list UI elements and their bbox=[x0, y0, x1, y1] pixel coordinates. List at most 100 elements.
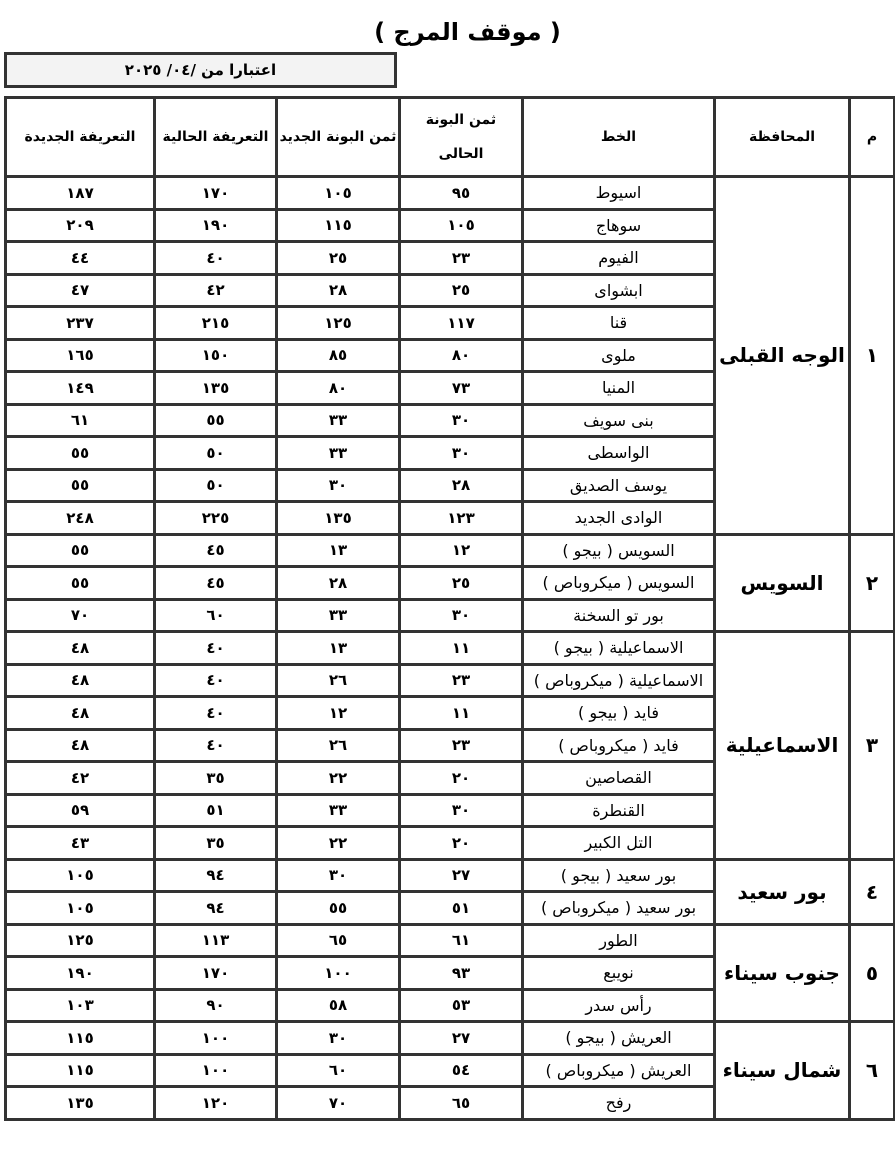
fare-current: ١٥٠ bbox=[153, 337, 278, 373]
table-row: ٤ بور سعيد بور سعيد ( بيجو ) ٢٧ ٣٠ ٩٤ ١٠٥ bbox=[4, 857, 895, 926]
ticket-current: ٣٠ bbox=[398, 792, 524, 828]
header-governorate: المحافظة bbox=[713, 96, 851, 178]
ticket-current: ٧٣ bbox=[398, 370, 524, 406]
row-number: ٥ bbox=[848, 922, 895, 1023]
ticket-new: ٢٥ bbox=[275, 240, 401, 276]
line-name: بور سعيد ( ميكروباص ) bbox=[521, 890, 716, 926]
table-row: قنا ١١٧ ١٢٥ ٢١٥ ٢٣٧ bbox=[4, 305, 895, 341]
fare-new: ٥٥ bbox=[4, 467, 156, 503]
ticket-new: ٧٠ bbox=[275, 1085, 401, 1121]
table-row: ملوى ٨٠ ٨٥ ١٥٠ ١٦٥ bbox=[4, 337, 895, 373]
fare-new: ١٤٩ bbox=[4, 370, 156, 406]
ticket-current: ٩٥ bbox=[398, 175, 524, 211]
fare-new: ١٣٥ bbox=[4, 1085, 156, 1121]
line-name: المنيا bbox=[521, 370, 716, 406]
fare-table: م المحافظة الخط ثمن البونة الحالى ثمن ال… bbox=[4, 96, 895, 1121]
governorate-name: الوجه القبلى bbox=[713, 175, 851, 536]
fare-current: ٥٠ bbox=[153, 467, 278, 503]
table-row: القصاصين ٢٠ ٢٢ ٣٥ ٤٢ bbox=[4, 760, 895, 796]
fare-current: ٣٥ bbox=[153, 760, 278, 796]
fare-new: ٤٨ bbox=[4, 695, 156, 731]
line-name: ملوى bbox=[521, 337, 716, 373]
table-row: بور تو السخنة ٣٠ ٣٣ ٦٠ ٧٠ bbox=[4, 597, 895, 633]
ticket-new: ٢٨ bbox=[275, 272, 401, 308]
line-name: الفيوم bbox=[521, 240, 716, 276]
ticket-new: ٨٥ bbox=[275, 337, 401, 373]
ticket-current: ٦١ bbox=[398, 922, 524, 958]
ticket-new: ٥٥ bbox=[275, 890, 401, 926]
table-row: رأس سدر ٥٣ ٥٨ ٩٠ ١٠٣ bbox=[4, 987, 895, 1023]
page-title: ( موقف المرج ) bbox=[374, 18, 561, 46]
fare-current: ٤٠ bbox=[153, 662, 278, 698]
ticket-new: ١٣ bbox=[275, 532, 401, 568]
fare-current: ١٧٠ bbox=[153, 955, 278, 991]
fare-current: ٥٠ bbox=[153, 435, 278, 471]
ticket-new: ٢٦ bbox=[275, 662, 401, 698]
ticket-new: ١٠٥ bbox=[275, 175, 401, 211]
fare-new: ٤٨ bbox=[4, 662, 156, 698]
fare-current: ١٠٠ bbox=[153, 1052, 278, 1088]
fare-new: ٤٣ bbox=[4, 825, 156, 861]
fare-current: ٢٢٥ bbox=[153, 500, 278, 536]
fare-new: ٢٤٨ bbox=[4, 500, 156, 536]
line-name: فايد ( بيجو ) bbox=[521, 695, 716, 731]
fare-current: ٩٠ bbox=[153, 987, 278, 1023]
ticket-current: ٢٥ bbox=[398, 272, 524, 308]
fare-new: ٤٨ bbox=[4, 727, 156, 763]
fare-new: ١٠٥ bbox=[4, 890, 156, 926]
header-ticket-new: ثمن البونة الجديد bbox=[275, 96, 401, 178]
fare-current: ٥٥ bbox=[153, 402, 278, 438]
ticket-current: ١١ bbox=[398, 630, 524, 666]
line-name: يوسف الصديق bbox=[521, 467, 716, 503]
line-name: الوادى الجديد bbox=[521, 500, 716, 536]
ticket-new: ٨٠ bbox=[275, 370, 401, 406]
fare-current: ٣٥ bbox=[153, 825, 278, 861]
row-number: ٦ bbox=[848, 1020, 895, 1121]
table-row: ابشواى ٢٥ ٢٨ ٤٢ ٤٧ bbox=[4, 272, 895, 308]
table-row: ٣ الاسماعيلية الاسماعيلية ( بيجو ) ١١ ١٣ ٤٠ ٤٨ bbox=[4, 630, 895, 861]
table-row: الواسطى ٣٠ ٣٣ ٥٠ ٥٥ bbox=[4, 435, 895, 471]
fare-new: ٤٨ bbox=[4, 630, 156, 666]
table-row: المنيا ٧٣ ٨٠ ١٣٥ ١٤٩ bbox=[4, 370, 895, 406]
line-name: الطور bbox=[521, 922, 716, 958]
table-row: ٢ السويس السويس ( بيجو ) ١٢ ١٣ ٤٥ ٥٥ bbox=[4, 532, 895, 633]
ticket-new: ١٢ bbox=[275, 695, 401, 731]
table-row: بور سعيد ( ميكروباص ) ٥١ ٥٥ ٩٤ ١٠٥ bbox=[4, 890, 895, 926]
fare-new: ٤٧ bbox=[4, 272, 156, 308]
table-row: السويس ( ميكروباص ) ٢٥ ٢٨ ٤٥ ٥٥ bbox=[4, 565, 895, 601]
fare-new: ٥٩ bbox=[4, 792, 156, 828]
ticket-current: ٣٠ bbox=[398, 402, 524, 438]
ticket-current: ٢٠ bbox=[398, 760, 524, 796]
header-row: م المحافظة الخط ثمن البونة الحالى ثمن ال… bbox=[4, 96, 895, 178]
line-name: بنى سويف bbox=[521, 402, 716, 438]
fare-new: ١٠٣ bbox=[4, 987, 156, 1023]
row-number: ٢ bbox=[848, 532, 895, 633]
ticket-current: ٢٨ bbox=[398, 467, 524, 503]
fare-new: ٥٥ bbox=[4, 565, 156, 601]
fare-current: ٤٠ bbox=[153, 240, 278, 276]
table-row: العريش ( ميكروباص ) ٥٤ ٦٠ ١٠٠ ١١٥ bbox=[4, 1052, 895, 1088]
table-row: التل الكبير ٢٠ ٢٢ ٣٥ ٤٣ bbox=[4, 825, 895, 861]
fare-new: ٧٠ bbox=[4, 597, 156, 633]
line-name: بور سعيد ( بيجو ) bbox=[521, 857, 716, 893]
governorate-name: السويس bbox=[713, 532, 851, 633]
header-ticket-current: ثمن البونة الحالى bbox=[398, 96, 524, 178]
line-name: الاسماعيلية ( ميكروباص ) bbox=[521, 662, 716, 698]
governorate-name: جنوب سيناء bbox=[713, 922, 851, 1023]
ticket-new: ٢٢ bbox=[275, 760, 401, 796]
fare-current: ١١٣ bbox=[153, 922, 278, 958]
ticket-current: ١١ bbox=[398, 695, 524, 731]
line-name: فايد ( ميكروباص ) bbox=[521, 727, 716, 763]
fare-current: ١٧٠ bbox=[153, 175, 278, 211]
fare-current: ١٠٠ bbox=[153, 1020, 278, 1056]
fare-current: ٤٥ bbox=[153, 565, 278, 601]
ticket-new: ٣٣ bbox=[275, 435, 401, 471]
ticket-new: ٣٠ bbox=[275, 467, 401, 503]
table-row: فايد ( ميكروباص ) ٢٣ ٢٦ ٤٠ ٤٨ bbox=[4, 727, 895, 763]
line-name: التل الكبير bbox=[521, 825, 716, 861]
fare-new: ٤٤ bbox=[4, 240, 156, 276]
ticket-current: ٢٣ bbox=[398, 727, 524, 763]
table-row: ٥ جنوب سيناء الطور ٦١ ٦٥ ١١٣ ١٢٥ bbox=[4, 922, 895, 1023]
fare-current: ٤٠ bbox=[153, 630, 278, 666]
table-row: الفيوم ٢٣ ٢٥ ٤٠ ٤٤ bbox=[4, 240, 895, 276]
